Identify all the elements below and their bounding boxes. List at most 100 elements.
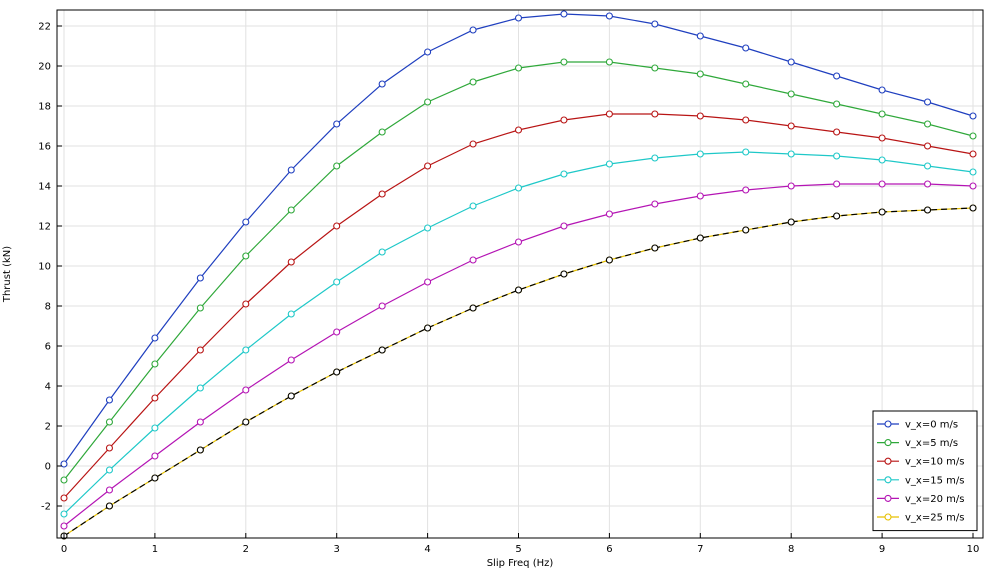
data-point bbox=[333, 328, 341, 336]
legend-label: v_x=25 m/s bbox=[905, 513, 964, 524]
data-point bbox=[378, 346, 386, 354]
legend-swatch-marker bbox=[884, 439, 892, 447]
series-3 bbox=[60, 148, 977, 518]
data-point bbox=[742, 186, 750, 194]
data-point bbox=[424, 224, 432, 232]
data-point bbox=[833, 152, 841, 160]
data-point bbox=[196, 346, 204, 354]
data-point bbox=[196, 384, 204, 392]
x-tick-label: 6 bbox=[606, 544, 612, 555]
data-point bbox=[787, 58, 795, 66]
y-tick-label: 16 bbox=[38, 142, 51, 153]
data-point bbox=[742, 226, 750, 234]
x-tick-label: 1 bbox=[152, 544, 158, 555]
legend-swatch-marker bbox=[884, 476, 892, 484]
data-point bbox=[242, 418, 250, 426]
data-point bbox=[833, 72, 841, 80]
data-point bbox=[514, 286, 523, 294]
data-point bbox=[742, 148, 750, 156]
data-point bbox=[923, 180, 932, 188]
x-tick-label: 9 bbox=[879, 544, 885, 555]
data-point bbox=[833, 100, 841, 108]
data-point bbox=[60, 494, 68, 502]
legend-label: v_x=5 m/s bbox=[905, 438, 958, 449]
data-point bbox=[151, 394, 159, 402]
data-point bbox=[696, 234, 704, 242]
y-tick-label: 18 bbox=[38, 102, 51, 113]
data-point bbox=[333, 222, 341, 230]
data-point bbox=[651, 200, 659, 208]
data-point bbox=[469, 304, 477, 312]
data-point bbox=[424, 278, 432, 286]
data-point bbox=[514, 126, 523, 134]
data-point bbox=[424, 98, 432, 106]
data-point bbox=[833, 128, 841, 136]
data-point bbox=[696, 70, 704, 78]
data-point bbox=[560, 116, 568, 124]
data-point bbox=[242, 300, 250, 308]
data-point bbox=[469, 26, 477, 34]
y-tick-label: 4 bbox=[45, 382, 51, 393]
series-1 bbox=[60, 58, 977, 484]
data-point bbox=[560, 222, 568, 230]
data-point bbox=[696, 192, 704, 200]
y-tick-label: 6 bbox=[45, 342, 51, 353]
data-point bbox=[787, 150, 795, 158]
data-point bbox=[560, 270, 568, 278]
data-point bbox=[469, 140, 477, 148]
data-point bbox=[923, 162, 932, 170]
data-point bbox=[60, 510, 68, 518]
data-point bbox=[514, 184, 523, 192]
data-point bbox=[151, 474, 159, 482]
data-point bbox=[696, 32, 704, 40]
series-4 bbox=[60, 180, 977, 530]
data-point bbox=[787, 182, 795, 190]
data-point bbox=[742, 116, 750, 124]
data-point bbox=[560, 10, 568, 18]
y-tick-label: 20 bbox=[38, 62, 51, 73]
data-point bbox=[651, 20, 659, 28]
data-point bbox=[923, 120, 932, 128]
data-point bbox=[105, 444, 113, 452]
data-point bbox=[333, 162, 341, 170]
data-point bbox=[151, 424, 159, 432]
data-point bbox=[742, 44, 750, 52]
data-point bbox=[60, 522, 68, 530]
data-point bbox=[651, 244, 659, 252]
data-point bbox=[742, 80, 750, 88]
data-point bbox=[105, 418, 113, 426]
data-point bbox=[196, 418, 204, 426]
data-point bbox=[196, 304, 204, 312]
legend-label: v_x=0 m/s bbox=[905, 420, 958, 431]
data-point bbox=[514, 14, 523, 22]
data-point bbox=[151, 452, 159, 460]
x-axis-title: Slip Freq (Hz) bbox=[487, 558, 554, 569]
x-tick-label: 7 bbox=[697, 544, 703, 555]
data-point bbox=[878, 86, 886, 94]
data-point bbox=[287, 166, 295, 174]
legend-swatch-marker bbox=[884, 494, 892, 502]
plot-frame bbox=[56, 9, 984, 539]
data-point bbox=[878, 134, 886, 142]
data-point bbox=[151, 334, 159, 342]
data-point bbox=[787, 218, 795, 226]
data-point bbox=[242, 346, 250, 354]
y-tick-label: 22 bbox=[38, 22, 51, 33]
data-point bbox=[333, 278, 341, 286]
data-point bbox=[923, 142, 932, 150]
data-point bbox=[287, 310, 295, 318]
data-point bbox=[105, 466, 113, 474]
legend: v_x=0 m/s v_x=5 m/s v_x=10 m/s v_x=15 m/s v_… bbox=[872, 410, 978, 532]
data-point bbox=[378, 302, 386, 310]
data-point bbox=[923, 206, 932, 214]
legend-label: v_x=10 m/s bbox=[905, 457, 964, 468]
data-point bbox=[605, 58, 613, 66]
data-point bbox=[60, 460, 68, 468]
data-point bbox=[287, 356, 295, 364]
grid bbox=[57, 10, 983, 538]
data-point bbox=[287, 392, 295, 400]
data-point bbox=[651, 110, 659, 118]
data-point bbox=[878, 180, 886, 188]
